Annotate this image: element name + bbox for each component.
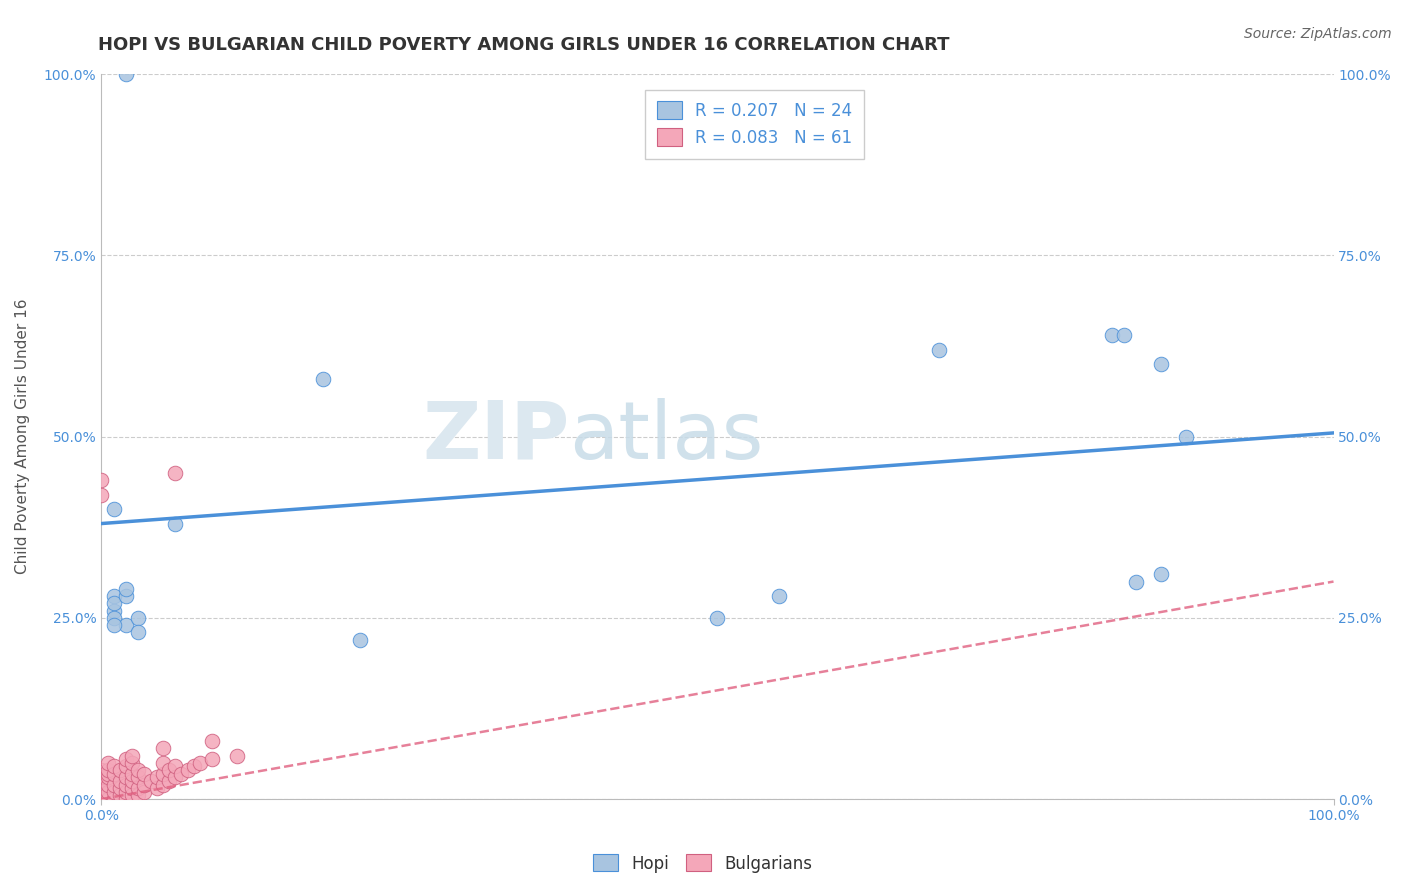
Point <box>115 618 138 632</box>
Point <box>108 763 131 777</box>
Point <box>170 766 193 780</box>
Text: Source: ZipAtlas.com: Source: ZipAtlas.com <box>1244 27 1392 41</box>
Point <box>121 748 143 763</box>
Point <box>115 759 138 773</box>
Point <box>152 766 174 780</box>
Point <box>90 763 112 777</box>
Point <box>96 763 118 777</box>
Point <box>90 770 112 784</box>
Point <box>1101 328 1123 343</box>
Point <box>103 759 125 773</box>
Point <box>96 785 118 799</box>
Point <box>115 589 138 603</box>
Point <box>108 773 131 788</box>
Point <box>103 778 125 792</box>
Point <box>928 343 950 357</box>
Point <box>127 781 149 796</box>
Point <box>121 756 143 770</box>
Point <box>103 603 125 617</box>
Point <box>152 756 174 770</box>
Point <box>96 766 118 780</box>
Point <box>146 781 169 796</box>
Point <box>768 589 790 603</box>
Point <box>1112 328 1135 343</box>
Text: atlas: atlas <box>569 398 763 475</box>
Y-axis label: Child Poverty Among Girls Under 16: Child Poverty Among Girls Under 16 <box>15 299 30 574</box>
Point <box>121 789 143 803</box>
Point <box>225 748 247 763</box>
Point <box>103 611 125 625</box>
Point <box>121 766 143 780</box>
Point <box>115 770 138 784</box>
Point <box>96 778 118 792</box>
Point <box>1125 574 1147 589</box>
Point <box>103 785 125 799</box>
Point <box>134 766 156 780</box>
Point <box>115 785 138 799</box>
Point <box>96 756 118 770</box>
Point <box>1150 357 1173 371</box>
Point <box>115 778 138 792</box>
Point <box>103 792 125 806</box>
Point <box>127 770 149 784</box>
Point <box>103 589 125 603</box>
Point <box>152 778 174 792</box>
Point <box>127 789 149 803</box>
Point <box>157 763 180 777</box>
Point <box>108 781 131 796</box>
Point <box>90 487 112 501</box>
Point <box>1174 429 1197 443</box>
Point <box>183 759 205 773</box>
Point <box>201 734 224 748</box>
Point <box>157 773 180 788</box>
Point <box>146 770 169 784</box>
Point <box>115 752 138 766</box>
Point <box>108 789 131 803</box>
Point <box>139 773 162 788</box>
Point <box>90 781 112 796</box>
Point <box>312 371 335 385</box>
Point <box>96 770 118 784</box>
Point <box>165 759 187 773</box>
Point <box>1150 567 1173 582</box>
Point <box>127 611 149 625</box>
Point <box>152 741 174 756</box>
Point <box>103 596 125 610</box>
Point <box>706 611 728 625</box>
Point <box>90 792 112 806</box>
Point <box>115 792 138 806</box>
Point <box>188 756 211 770</box>
Point <box>103 618 125 632</box>
Point <box>201 752 224 766</box>
Point <box>127 625 149 640</box>
Point <box>90 773 112 788</box>
Point <box>96 792 118 806</box>
Point <box>165 516 187 531</box>
Point <box>176 763 198 777</box>
Point <box>121 773 143 788</box>
Legend: R = 0.207   N = 24, R = 0.083   N = 61: R = 0.207 N = 24, R = 0.083 N = 61 <box>645 89 863 159</box>
Point <box>115 67 138 81</box>
Point <box>134 785 156 799</box>
Point <box>349 632 371 647</box>
Point <box>165 770 187 784</box>
Point <box>115 582 138 596</box>
Text: HOPI VS BULGARIAN CHILD POVERTY AMONG GIRLS UNDER 16 CORRELATION CHART: HOPI VS BULGARIAN CHILD POVERTY AMONG GI… <box>98 36 950 54</box>
Point <box>134 778 156 792</box>
Point <box>121 781 143 796</box>
Point <box>103 502 125 516</box>
Legend: Hopi, Bulgarians: Hopi, Bulgarians <box>586 847 820 880</box>
Point <box>90 473 112 487</box>
Point <box>103 766 125 780</box>
Text: ZIP: ZIP <box>422 398 569 475</box>
Point <box>127 763 149 777</box>
Point <box>165 466 187 480</box>
